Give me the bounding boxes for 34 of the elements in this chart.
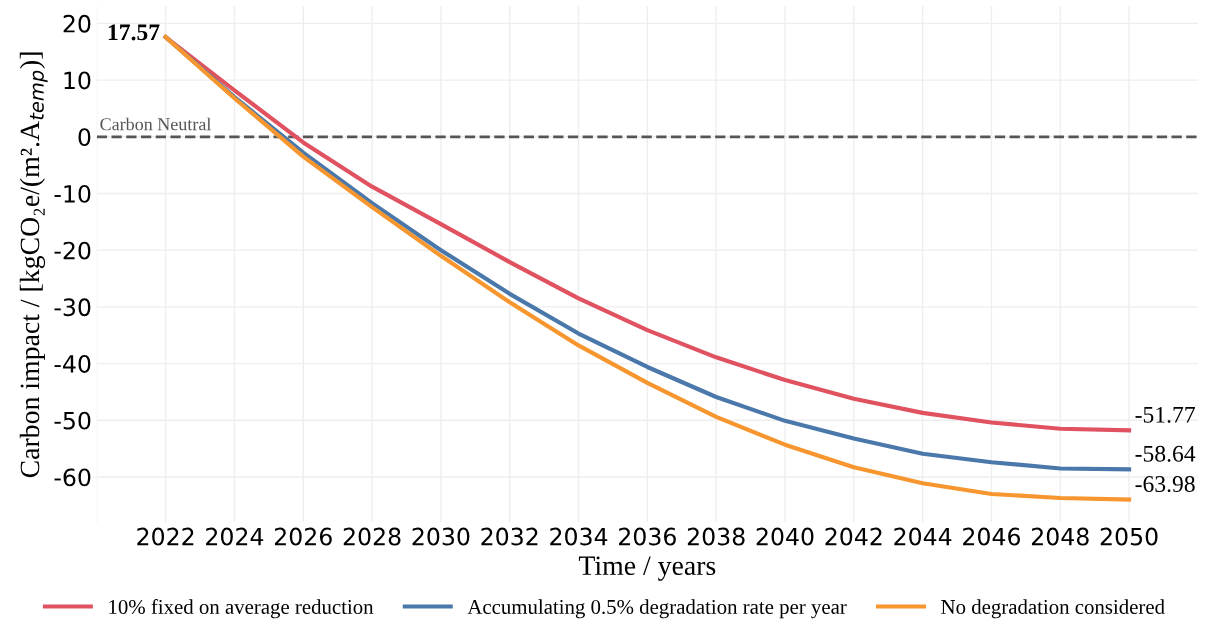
x-tick-label: 2032 [481, 527, 538, 546]
y-tick-label: -30 [54, 298, 91, 317]
x-tick-label: 2040 [756, 527, 814, 546]
x-tick-label: 2046 [963, 527, 1020, 546]
ref-line-label: Carbon Neutral [100, 117, 212, 131]
x-tick-label: 2034 [550, 527, 608, 546]
x-axis-title: Time / years [578, 556, 716, 581]
y-tick-label: 10 [64, 71, 91, 90]
x-tick-label: 2048 [1031, 527, 1089, 546]
data-label: -63.98 [1135, 476, 1195, 493]
y-tick-label: -40 [54, 355, 91, 373]
x-tick-label: 2036 [619, 527, 676, 546]
y-tick-label: -20 [54, 241, 91, 260]
x-tick-label: 2024 [206, 527, 264, 546]
y-tick-label: 0 [78, 128, 91, 147]
x-tick-label: 2028 [343, 527, 401, 546]
data-label: -51.77 [1135, 406, 1195, 423]
x-tick-label: 2038 [687, 527, 745, 546]
legend-label: Accumulating 0.5% degradation rate per year [467, 599, 847, 619]
x-tick-label: 2026 [274, 527, 332, 546]
y-tick-label: -50 [54, 411, 91, 430]
y-tick-label: -60 [54, 468, 91, 487]
data-label: -58.64 [1135, 445, 1196, 462]
x-tick-label: 2030 [412, 527, 470, 546]
y-tick-label: -10 [54, 184, 91, 203]
legend-label: No degradation considered [941, 599, 1165, 619]
x-tick-label: 2042 [825, 527, 882, 546]
x-tick-label: 2044 [894, 527, 952, 546]
y-tick-label: 20 [63, 14, 91, 33]
y-axis-title: Carbon impact / [kgCO₂e/(m².A$_{temp}$)] [19, 52, 48, 478]
x-tick-label: 2050 [1100, 527, 1158, 546]
legend-label: 10% fixed on average reduction [109, 599, 374, 619]
data-label: 17.57 [108, 24, 160, 41]
x-tick-label: 2022 [137, 527, 194, 546]
